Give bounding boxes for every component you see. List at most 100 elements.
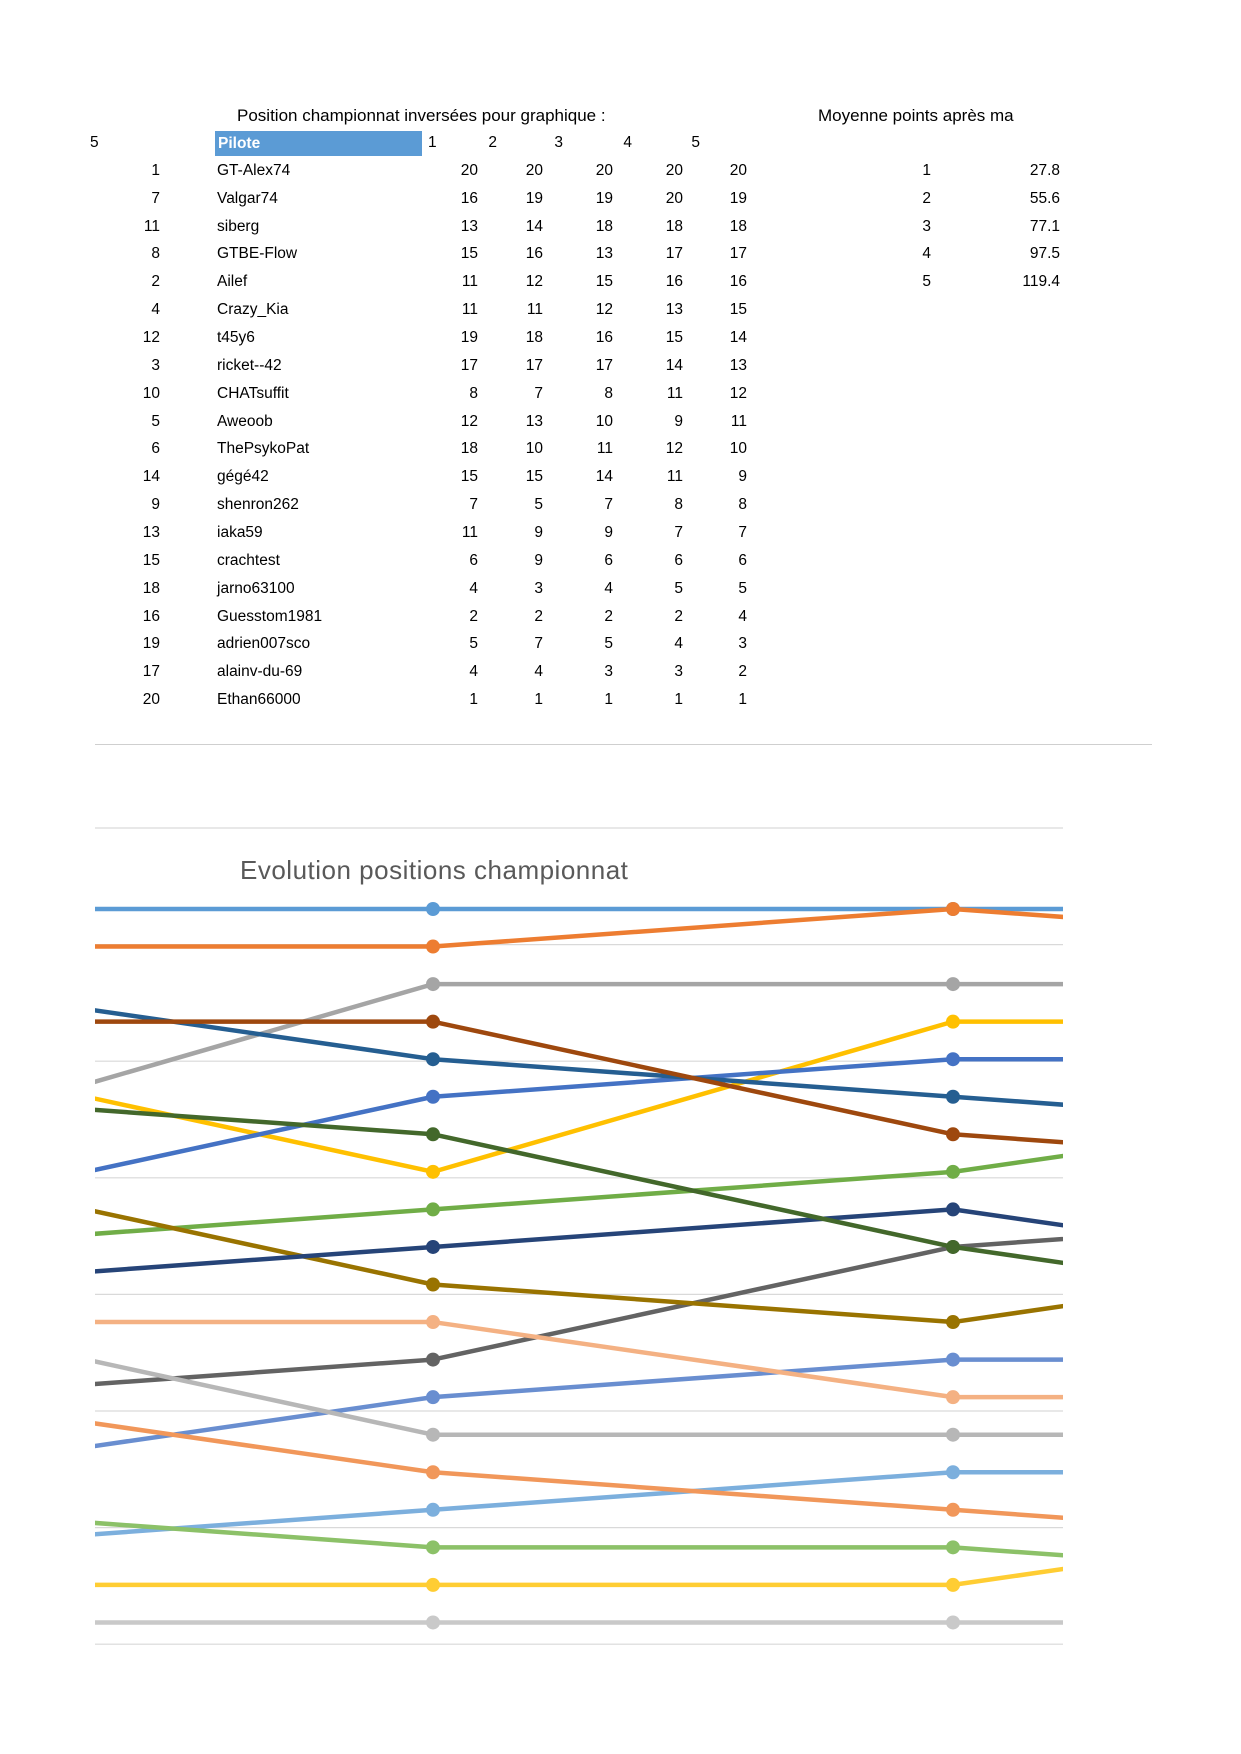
avg-race-number[interactable]: 4 [922,245,931,263]
data-point-CHATsuffit-race3[interactable] [426,1352,440,1367]
series-line-Ailef[interactable] [0,1056,1241,1247]
position-cell[interactable]: 10 [595,412,613,430]
position-cell[interactable]: 5 [674,579,683,597]
pilot-id[interactable]: 18 [142,579,160,597]
position-cell[interactable]: 4 [738,607,747,625]
position-cell[interactable]: 8 [604,384,613,402]
position-cell[interactable]: 7 [469,496,478,514]
pilot-id[interactable]: 5 [151,412,160,430]
pilot-name[interactable]: GT-Alex74 [217,161,291,179]
position-cell[interactable]: 10 [729,440,747,458]
pilot-id[interactable]: 9 [151,496,160,514]
data-point-siberg-race3[interactable] [426,977,440,992]
position-cell[interactable]: 16 [525,245,543,263]
pilot-name[interactable]: Valgar74 [217,189,278,207]
pilot-id[interactable]: 6 [151,440,160,458]
pilot-id[interactable]: 10 [142,384,160,402]
position-cell[interactable]: 15 [460,468,478,486]
pilot-id[interactable]: 3 [151,356,160,374]
position-cell[interactable]: 8 [674,496,683,514]
data-point-Ailef-race3[interactable] [426,1089,440,1104]
position-cell[interactable]: 2 [469,607,478,625]
pilot-id[interactable]: 19 [142,635,160,653]
series-line-CHATsuffit[interactable] [0,1209,1241,1397]
race-header-5[interactable]: 5 [691,134,700,151]
pilot-name[interactable]: jarno63100 [217,579,295,597]
pilot-id[interactable]: 4 [151,301,160,319]
data-point-gégé42-race4[interactable] [946,1239,960,1254]
data-point-iaka59-race4[interactable] [946,1390,960,1405]
position-cell[interactable]: 2 [604,607,613,625]
data-point-Aweoob-race3[interactable] [426,1277,440,1292]
position-cell[interactable]: 19 [729,189,747,207]
data-point-siberg-race4[interactable] [946,977,960,992]
position-cell[interactable]: 17 [665,245,683,263]
data-point-gégé42-race3[interactable] [426,1127,440,1142]
data-point-shenron262-race4[interactable] [946,1352,960,1367]
position-cell[interactable]: 1 [604,691,613,709]
position-cell[interactable]: 12 [729,384,747,402]
pilot-name[interactable]: ThePsykoPat [217,440,310,458]
position-cell[interactable]: 4 [674,635,683,653]
position-cell[interactable]: 4 [469,663,478,681]
avg-points[interactable]: 97.5 [1029,245,1060,263]
pilot-id[interactable]: 20 [142,691,160,709]
position-cell[interactable]: 12 [525,273,543,291]
pilot-id[interactable]: 13 [142,524,160,542]
pilot-name[interactable]: Crazy_Kia [217,301,289,319]
position-cell[interactable]: 18 [525,329,543,347]
position-cell[interactable]: 5 [604,635,613,653]
pilot-id[interactable]: 2 [151,273,160,291]
position-cell[interactable]: 5 [534,496,543,514]
position-cell[interactable]: 9 [604,524,613,542]
pilot-column-header[interactable]: Pilote [215,131,422,156]
avg-points[interactable]: 27.8 [1029,161,1060,179]
position-cell[interactable]: 20 [665,161,683,179]
position-cell[interactable]: 11 [526,301,543,319]
position-cell[interactable]: 16 [665,273,683,291]
data-point-ThePsykoPat-race4[interactable] [946,1202,960,1217]
position-cell[interactable]: 8 [469,384,478,402]
data-point-crachtest-race4[interactable] [946,1427,960,1442]
position-cell[interactable]: 18 [729,217,747,235]
position-cell[interactable]: 6 [604,551,613,569]
data-point-crachtest-race3[interactable] [426,1427,440,1442]
data-point-GTBE-Flow-race3[interactable] [426,1164,440,1179]
position-cell[interactable]: 8 [738,496,747,514]
race-header-4[interactable]: 4 [623,134,632,151]
position-cell[interactable]: 2 [674,607,683,625]
position-cell[interactable]: 1 [674,691,683,709]
position-cell[interactable]: 1 [534,691,543,709]
series-line-t45y6[interactable] [0,947,1241,1135]
data-point-shenron262-race3[interactable] [426,1390,440,1405]
position-cell[interactable]: 16 [460,189,478,207]
position-cell[interactable]: 15 [595,273,613,291]
position-cell[interactable]: 3 [738,635,747,653]
avg-points[interactable]: 119.4 [1022,273,1060,291]
position-cell[interactable]: 6 [674,551,683,569]
data-point-alainv-du-69-race3[interactable] [426,1540,440,1555]
position-cell[interactable]: 14 [525,217,543,235]
position-cell[interactable]: 10 [525,440,543,458]
data-point-Ethan66000-race3[interactable] [426,1615,440,1630]
position-cell[interactable]: 7 [738,524,747,542]
pilot-name[interactable]: alainv-du-69 [217,663,303,681]
position-cell[interactable]: 11 [666,468,683,486]
data-point-ThePsykoPat-race3[interactable] [426,1239,440,1254]
race-header-1[interactable]: 1 [428,134,437,151]
data-point-t45y6-race3[interactable] [426,1052,440,1067]
pilot-name[interactable]: siberg [217,217,260,235]
position-cell[interactable]: 4 [469,579,478,597]
position-cell[interactable]: 13 [460,217,478,235]
avg-race-number[interactable]: 3 [922,217,931,235]
position-cell[interactable]: 6 [469,551,478,569]
position-cell[interactable]: 2 [738,663,747,681]
position-cell[interactable]: 13 [595,245,613,263]
position-cell[interactable]: 9 [534,524,543,542]
position-cell[interactable]: 9 [738,468,747,486]
pilot-id[interactable]: 15 [142,551,160,569]
pilot-id[interactable]: 11 [143,217,160,235]
data-point-Ethan66000-race4[interactable] [946,1615,960,1630]
position-cell[interactable]: 13 [729,356,747,374]
